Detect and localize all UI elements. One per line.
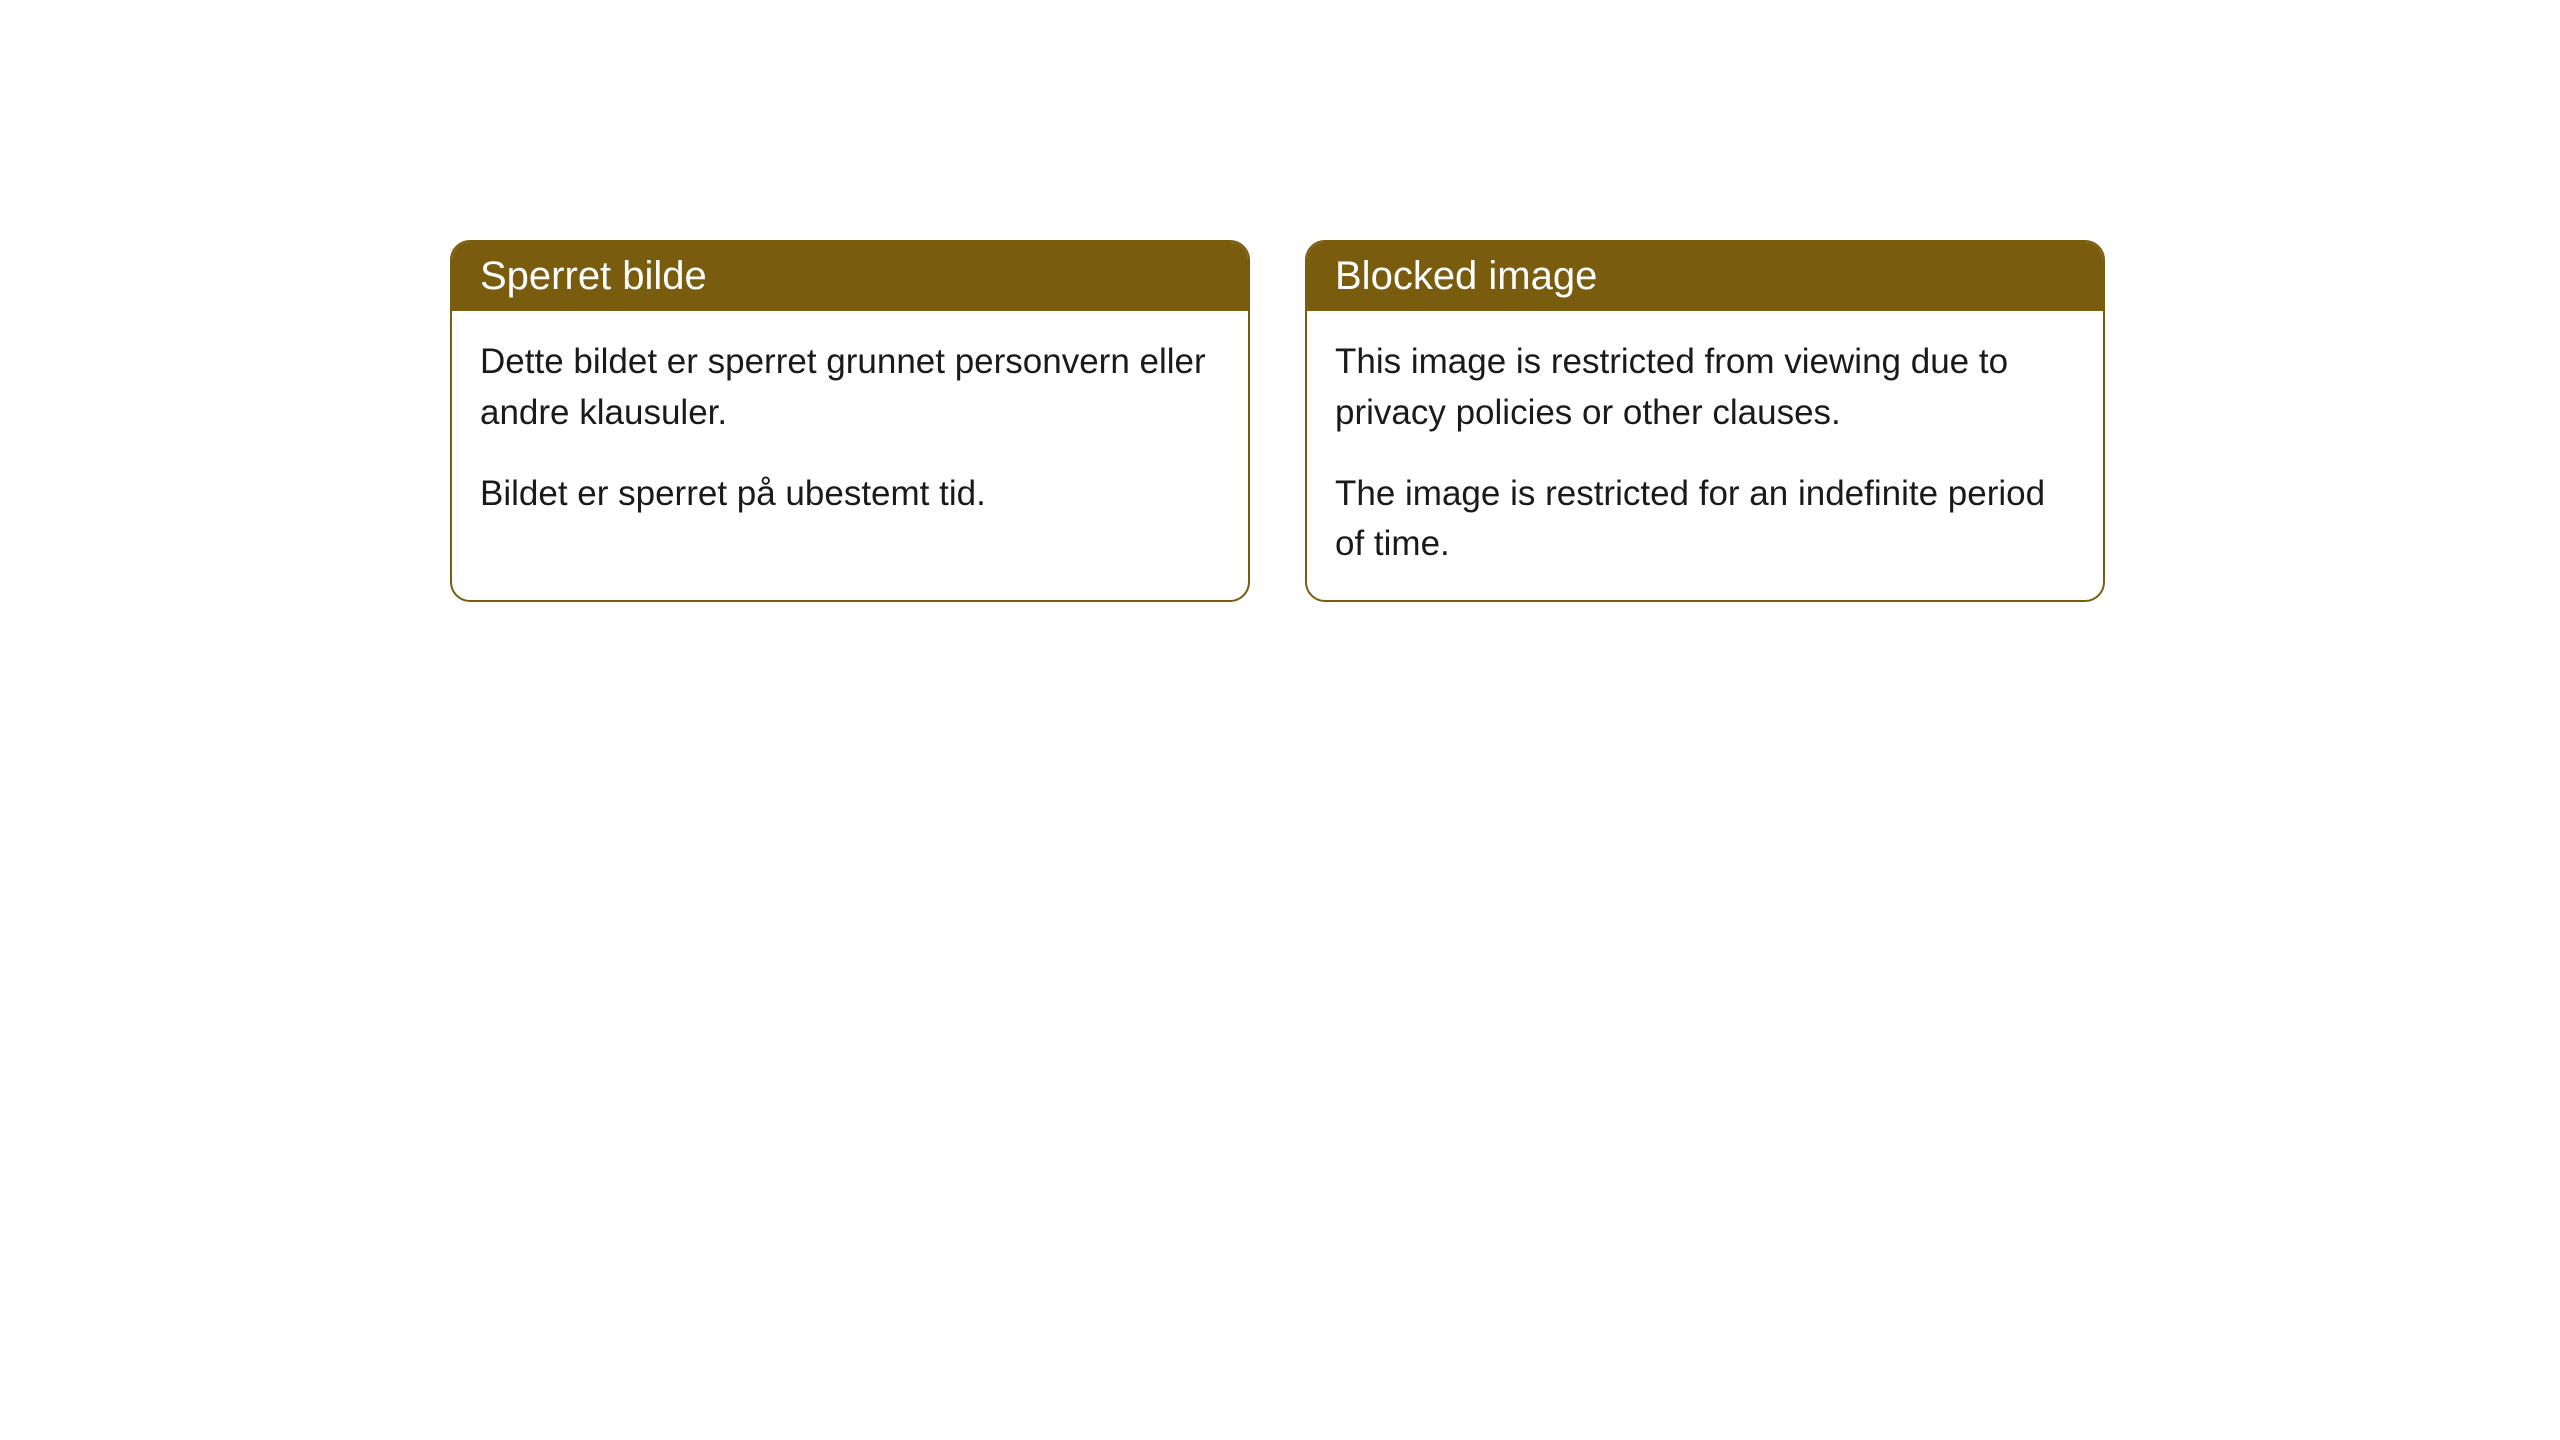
card-title-english: Blocked image (1335, 254, 1597, 298)
card-paragraph-2-norwegian: Bildet er sperret på ubestemt tid. (480, 469, 1220, 520)
blocked-image-cards-container: Sperret bilde Dette bildet er sperret gr… (450, 240, 2560, 602)
card-body-english: This image is restricted from viewing du… (1307, 311, 2103, 600)
card-paragraph-1-norwegian: Dette bildet er sperret grunnet personve… (480, 337, 1220, 439)
card-header-english: Blocked image (1307, 242, 2103, 311)
blocked-image-card-english: Blocked image This image is restricted f… (1305, 240, 2105, 602)
card-paragraph-2-english: The image is restricted for an indefinit… (1335, 469, 2075, 571)
card-paragraph-1-english: This image is restricted from viewing du… (1335, 337, 2075, 439)
card-body-norwegian: Dette bildet er sperret grunnet personve… (452, 311, 1248, 549)
blocked-image-card-norwegian: Sperret bilde Dette bildet er sperret gr… (450, 240, 1250, 602)
card-header-norwegian: Sperret bilde (452, 242, 1248, 311)
card-title-norwegian: Sperret bilde (480, 254, 707, 298)
